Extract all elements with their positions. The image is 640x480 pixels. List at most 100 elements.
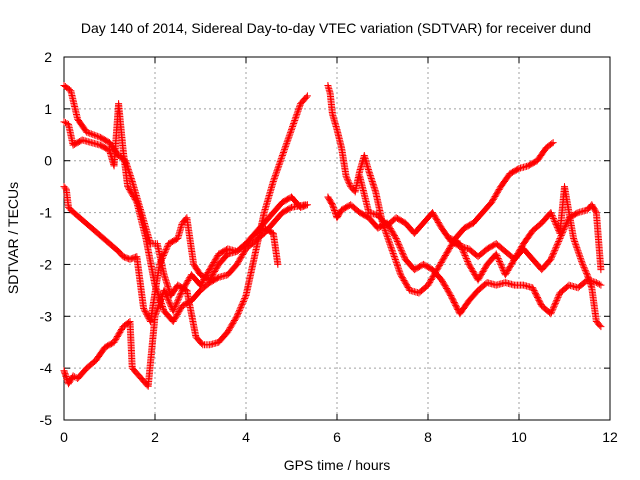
data-point	[274, 260, 282, 268]
data-point	[272, 170, 280, 178]
data-point	[174, 297, 182, 305]
data-point	[160, 250, 168, 258]
data-point	[552, 298, 560, 306]
data-point	[393, 236, 401, 244]
data-point	[391, 254, 399, 262]
data-point	[275, 161, 283, 169]
data-point	[239, 297, 247, 305]
data-point	[548, 210, 555, 218]
data-point	[289, 121, 297, 129]
data-point	[587, 282, 595, 290]
data-point	[345, 178, 353, 186]
data-point	[575, 251, 583, 259]
data-point	[158, 256, 165, 264]
data-point	[286, 130, 294, 138]
y-axis-title: SDTVAR / TECUs	[5, 182, 21, 294]
data-point	[132, 197, 140, 205]
y-tick-label: -4	[40, 360, 53, 376]
data-point	[281, 144, 289, 152]
data-point	[585, 277, 593, 285]
data-point	[462, 255, 470, 263]
data-point	[175, 294, 183, 302]
data-point	[69, 372, 77, 380]
data-point	[577, 256, 585, 264]
data-point	[383, 231, 391, 239]
data-point	[161, 289, 169, 297]
data-point	[391, 233, 399, 241]
data-point	[592, 207, 600, 215]
data-point	[237, 303, 245, 311]
data-point	[386, 240, 394, 248]
data-point	[556, 235, 564, 242]
data-point	[343, 174, 351, 182]
data-point	[581, 265, 589, 273]
data-point	[92, 132, 100, 140]
data-point	[551, 217, 559, 225]
data-point	[62, 371, 70, 379]
data-point	[172, 300, 180, 308]
data-point	[274, 164, 282, 172]
data-point	[271, 171, 279, 179]
data-point	[548, 254, 555, 262]
y-tick-label: 0	[44, 153, 52, 169]
data-point	[384, 236, 392, 244]
y-tick-label: 2	[44, 49, 52, 65]
data-point	[494, 255, 502, 263]
data-point	[62, 119, 70, 127]
data-point	[84, 129, 92, 137]
data-point	[394, 263, 402, 271]
data-point	[596, 321, 604, 329]
data-point	[398, 248, 406, 256]
data-point	[83, 128, 91, 136]
data-point	[457, 243, 465, 251]
data-point	[143, 310, 151, 318]
data-point	[549, 139, 557, 147]
data-point	[162, 291, 170, 299]
data-point	[553, 240, 561, 248]
data-point	[172, 301, 180, 309]
data-point	[344, 177, 352, 185]
y-tick-label: -1	[40, 205, 53, 221]
data-point	[142, 309, 150, 317]
data-point	[585, 275, 593, 283]
data-point	[329, 202, 337, 210]
data-point	[170, 306, 178, 314]
data-point	[292, 113, 300, 121]
data-point	[389, 248, 397, 256]
data-point	[156, 260, 164, 268]
data-point	[282, 142, 290, 150]
data-point	[276, 158, 284, 166]
data-point	[166, 300, 174, 308]
data-point	[549, 249, 557, 257]
data-point	[239, 299, 247, 307]
data-point	[163, 292, 171, 300]
data-point	[597, 281, 605, 289]
data-point	[177, 289, 185, 297]
data-point	[176, 292, 184, 300]
data-point	[236, 305, 244, 313]
data-point	[561, 223, 569, 231]
data-point	[60, 367, 68, 375]
data-point	[582, 268, 590, 276]
data-point	[562, 220, 570, 228]
satellite-track-8	[447, 201, 605, 284]
data-point	[271, 173, 279, 181]
data-point	[395, 266, 403, 274]
data-point	[293, 109, 301, 117]
data-point	[63, 374, 71, 382]
chart-title: Day 140 of 2014, Sidereal Day-to-day VTE…	[81, 20, 591, 36]
data-point	[234, 309, 242, 317]
data-point	[498, 263, 506, 271]
data-point	[393, 262, 401, 270]
data-point	[559, 227, 567, 235]
data-point	[393, 237, 401, 245]
satellite-track-5	[324, 82, 557, 297]
data-point	[173, 298, 181, 306]
data-point	[394, 239, 402, 247]
data-point	[240, 296, 248, 304]
data-point	[62, 372, 70, 380]
data-point	[287, 127, 295, 135]
data-point	[156, 259, 164, 267]
data-point	[574, 247, 582, 255]
